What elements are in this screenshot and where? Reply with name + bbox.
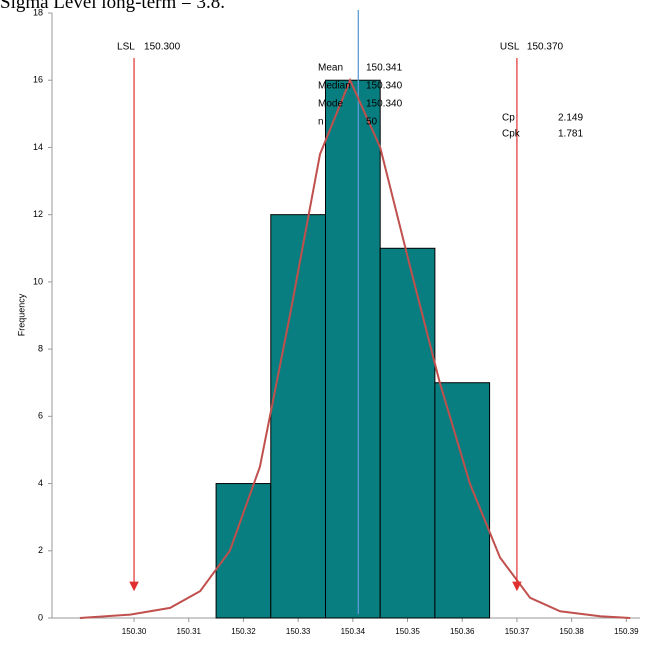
x-tick-label: 150.38 [559,627,584,636]
y-tick-label: 4 [38,478,43,488]
lsl-name: LSL [117,42,135,53]
x-tick-label: 150.32 [231,627,256,636]
capability-name: Cpk [502,129,521,140]
x-tick-label: 150.31 [177,627,202,636]
stat-value: 150.341 [366,63,403,74]
stat-name: Mean [318,63,343,74]
capability-value: 1.781 [558,129,583,140]
y-tick-label: 16 [33,75,43,85]
y-tick-label: 12 [33,209,43,219]
x-tick-label: 150.34 [341,627,366,636]
x-tick-label: 150.37 [505,627,530,636]
usl-name: USL [500,42,520,53]
y-tick-label: 18 [33,7,43,17]
capability-name: Cp [502,113,515,124]
usl-label: 150.370 [527,42,564,53]
y-tick-label: 10 [33,276,43,286]
x-tick-label: 150.35 [395,627,420,636]
capability-value: 2.149 [558,113,583,124]
x-tick-label: 150.33 [286,627,311,636]
normal-curve [79,77,631,619]
stat-name: Median [318,81,351,92]
stat-name: Mode [318,99,343,110]
y-tick-label: 6 [38,411,43,421]
stat-value: 150.340 [366,99,403,110]
x-tick-label: 150.30 [122,627,147,636]
y-tick-label: 2 [38,545,43,555]
stat-value: 50 [366,117,378,128]
y-axis-label: Frequency [16,293,26,336]
bar [379,247,436,619]
x-tick-label: 150.36 [450,627,475,636]
y-tick-label: 14 [33,142,43,152]
x-tick-label: 150.39 [614,627,639,636]
y-tick-label: 0 [38,612,43,622]
chart-title: Sigma Level long-term = 3.8. [0,0,225,13]
y-tick-label: 8 [38,343,43,353]
stat-value: 150.340 [366,81,403,92]
lsl-label: 150.300 [144,42,181,53]
bar [434,382,491,619]
bar [215,483,272,619]
stat-name: n [318,117,324,128]
bar [324,79,381,619]
bar [270,214,326,619]
